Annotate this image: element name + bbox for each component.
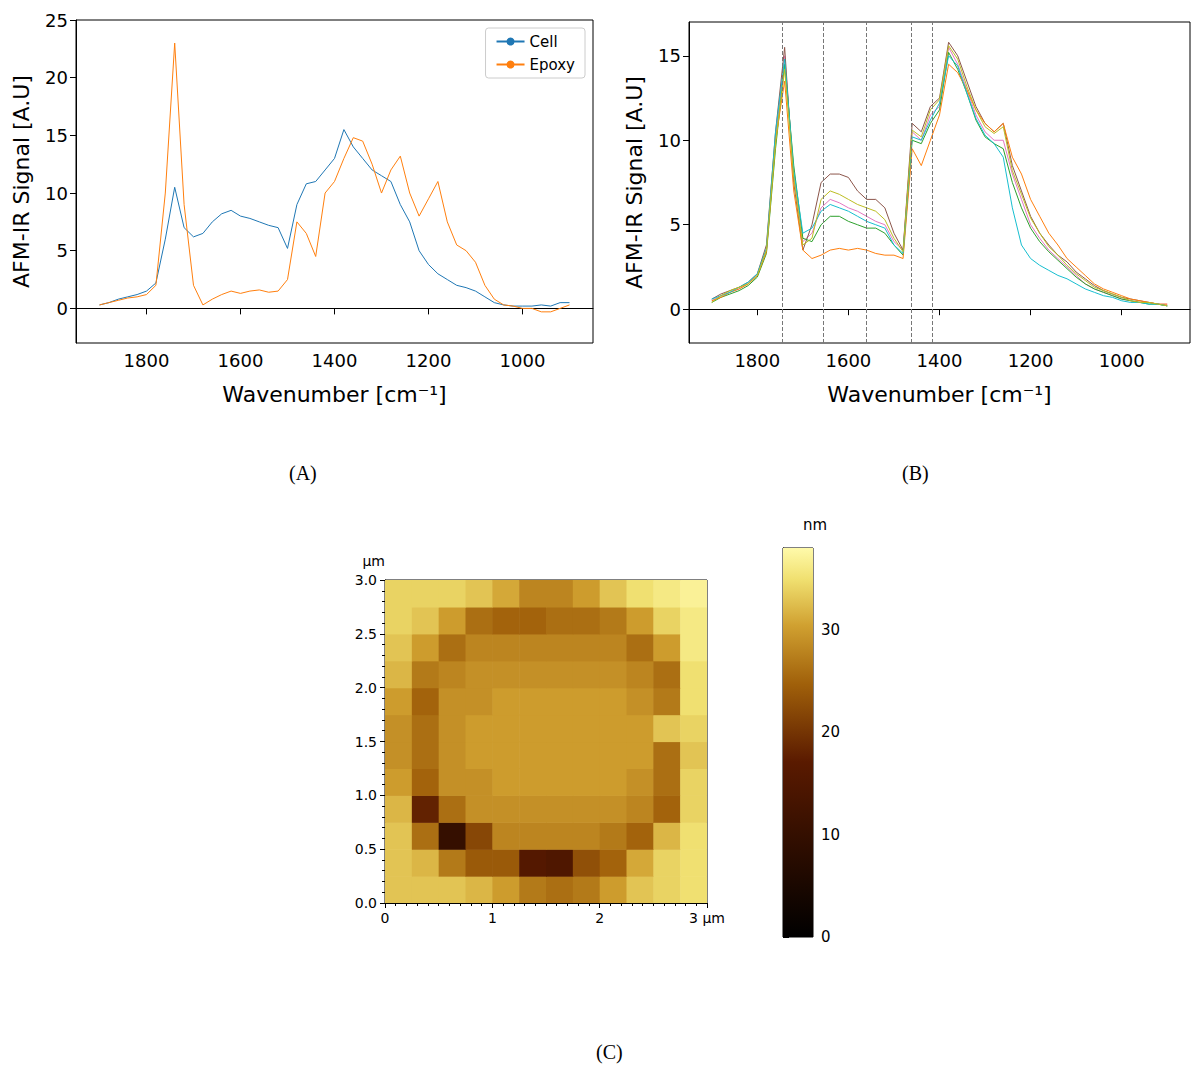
svg-text:1: 1 [488, 910, 497, 926]
svg-text:(C): (C) [596, 1041, 623, 1064]
svg-text:1400: 1400 [312, 350, 358, 371]
svg-text:0: 0 [57, 298, 68, 319]
svg-text:10: 10 [821, 826, 840, 844]
svg-text:Wavenumber [cm⁻¹]: Wavenumber [cm⁻¹] [222, 382, 446, 407]
svg-text:10: 10 [658, 130, 681, 151]
svg-text:0: 0 [670, 299, 681, 320]
svg-text:0: 0 [821, 928, 831, 946]
svg-text:20: 20 [45, 67, 68, 88]
svg-text:2.5: 2.5 [355, 626, 377, 642]
svg-text:Epoxy: Epoxy [530, 56, 576, 74]
svg-text:1600: 1600 [218, 350, 264, 371]
svg-text:1.5: 1.5 [355, 734, 377, 750]
svg-text:nm: nm [803, 516, 827, 534]
svg-text:(A): (A) [289, 462, 317, 485]
svg-text:1400: 1400 [917, 350, 963, 371]
svg-text:µm: µm [362, 553, 385, 569]
svg-text:Wavenumber [cm⁻¹]: Wavenumber [cm⁻¹] [827, 382, 1051, 407]
svg-text:1800: 1800 [124, 350, 170, 371]
svg-text:(B): (B) [902, 462, 929, 485]
svg-text:25: 25 [45, 10, 68, 31]
svg-text:15: 15 [45, 125, 68, 146]
svg-text:10: 10 [45, 183, 68, 204]
svg-text:0: 0 [381, 910, 390, 926]
svg-text:1800: 1800 [734, 350, 780, 371]
svg-text:1200: 1200 [1008, 350, 1054, 371]
svg-text:2: 2 [595, 910, 604, 926]
svg-text:0.0: 0.0 [355, 895, 377, 911]
svg-text:Cell: Cell [530, 33, 558, 51]
svg-text:3.0: 3.0 [355, 572, 377, 588]
svg-text:1000: 1000 [1099, 350, 1145, 371]
svg-text:3 µm: 3 µm [689, 910, 725, 926]
svg-text:2.0: 2.0 [355, 680, 377, 696]
svg-text:0.5: 0.5 [355, 841, 377, 857]
svg-text:20: 20 [821, 723, 840, 741]
svg-text:AFM-IR Signal [A.U]: AFM-IR Signal [A.U] [622, 76, 647, 289]
svg-text:5: 5 [670, 214, 681, 235]
svg-text:1600: 1600 [826, 350, 872, 371]
svg-text:5: 5 [57, 240, 68, 261]
svg-text:AFM-IR Signal [A.U]: AFM-IR Signal [A.U] [9, 75, 34, 288]
svg-text:1200: 1200 [406, 350, 452, 371]
svg-text:1000: 1000 [500, 350, 546, 371]
svg-text:30: 30 [821, 621, 840, 639]
svg-text:15: 15 [658, 45, 681, 66]
svg-text:1.0: 1.0 [355, 787, 377, 803]
